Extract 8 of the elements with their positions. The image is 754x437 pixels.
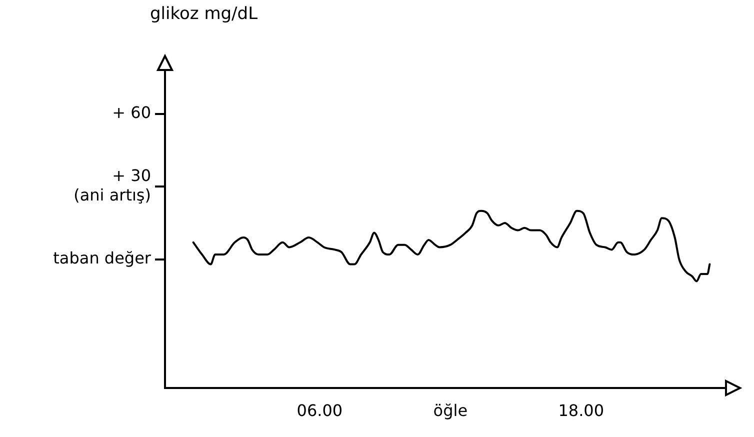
y-tick-label: taban değer <box>53 248 152 268</box>
y-tick-label: + 60 <box>112 102 151 122</box>
x-tick-label: 18.00 <box>558 400 604 420</box>
y-tick-label: + 30 (ani artış) <box>74 166 151 204</box>
x-tick-label: 06.00 <box>296 400 343 420</box>
line-series <box>192 210 711 282</box>
y-axis-title: glikoz mg/dL <box>150 4 258 24</box>
x-tick-label: öğle <box>433 400 468 420</box>
